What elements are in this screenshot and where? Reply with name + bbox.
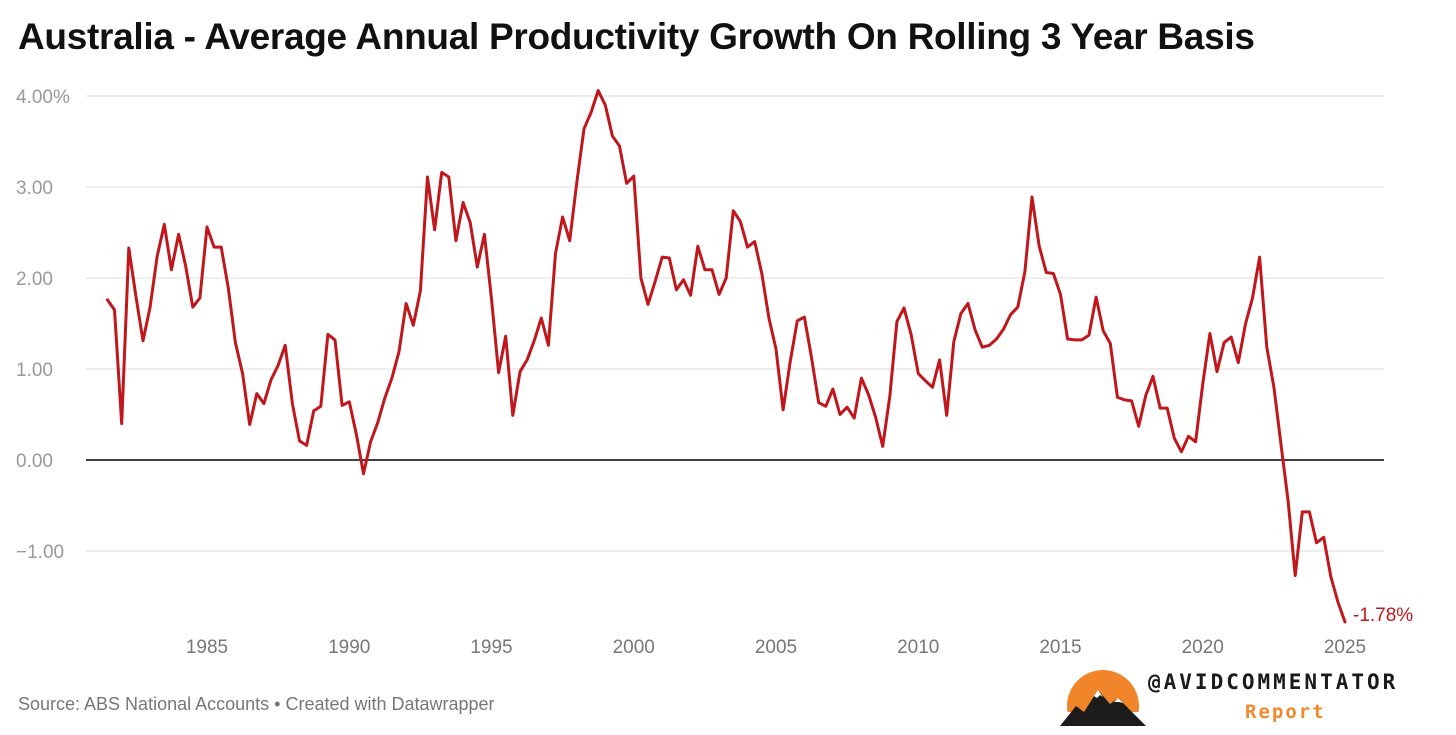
x-tick-label: 2020 [1182,637,1224,658]
data-labels: -1.78% [1353,605,1413,626]
y-tick-label: 4.00% [16,87,70,108]
line-chart: 4.00% 3.00 2.00 1.00 0.00 −1.00 1985 1990 1995 2… [16,87,1413,658]
y-axis-ticks: 4.00% 3.00 2.00 1.00 0.00 −1.00 [16,87,70,563]
y-tick-label: −1.00 [16,542,64,563]
gridlines [86,95,1384,552]
brand-handle: @AVIDCOMMENTATOR [1148,670,1399,694]
x-tick-label: 1985 [186,637,228,658]
x-tick-label: 2010 [897,637,939,658]
x-tick-label: 1990 [328,637,370,658]
x-tick-label: 2025 [1324,637,1366,658]
x-tick-label: 2005 [755,637,797,658]
end-value-label: -1.78% [1353,605,1413,626]
x-tick-label: 2015 [1039,637,1081,658]
y-tick-label: 1.00 [16,360,53,381]
x-axis-ticks: 1985 1990 1995 2000 2005 2010 2015 2020 2025 [186,637,1366,658]
brand-logo-icon [1060,670,1146,726]
chart-title: Australia - Average Annual Productivity … [18,16,1255,57]
source-note: Source: ABS National Accounts • Created … [18,694,495,714]
y-tick-label: 3.00 [16,178,53,199]
series-layer [105,89,1347,624]
x-tick-label: 2000 [613,637,655,658]
series-line [105,89,1347,624]
x-tick-label: 1995 [470,637,512,658]
brand-subtitle: Report [1245,701,1326,723]
y-tick-label: 2.00 [16,269,53,290]
y-tick-label: 0.00 [16,451,53,472]
